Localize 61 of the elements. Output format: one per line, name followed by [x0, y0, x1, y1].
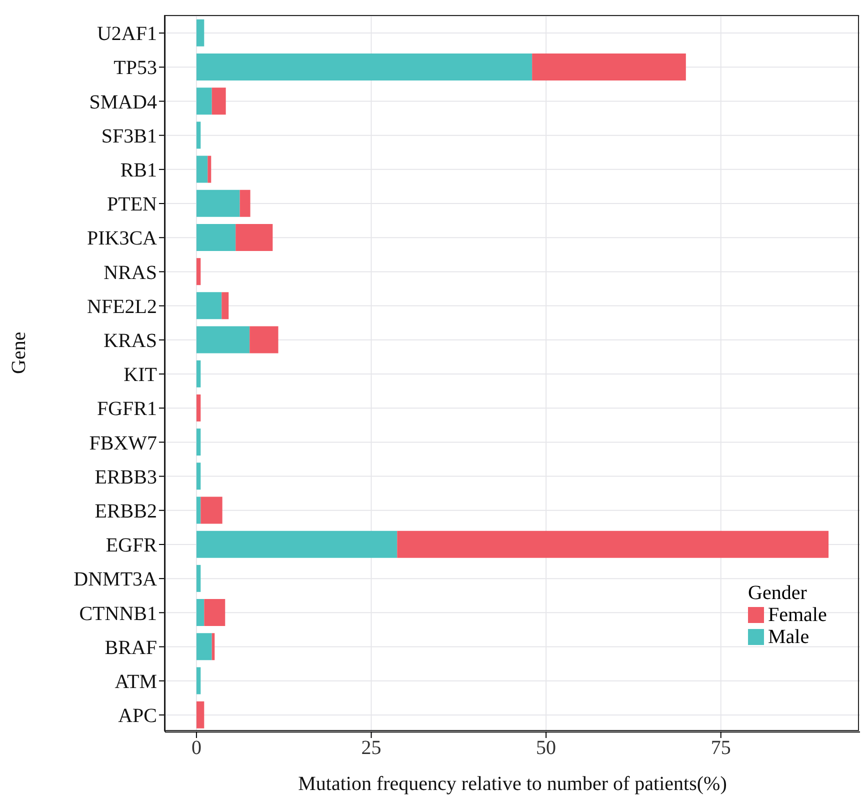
bar: [196, 564, 201, 592]
y-tick-label: RB1: [120, 160, 157, 182]
bar: [196, 122, 201, 149]
x-tick-label: 50: [536, 737, 556, 760]
legend-title: Gender: [748, 582, 808, 604]
y-tick-label: TP53: [114, 57, 157, 80]
bar: [240, 190, 250, 217]
y-axis-title: Gene: [8, 332, 30, 374]
bar: [196, 19, 204, 46]
bar: [196, 292, 222, 320]
y-tick-label: SMAD4: [89, 91, 157, 114]
bar: [532, 54, 686, 81]
y-tick-label: KRAS: [104, 330, 157, 352]
y-tick-label: SF3B1: [101, 125, 157, 148]
bar: [200, 496, 222, 524]
y-tick-label: EGFR: [106, 534, 158, 557]
y-tick-label: ERBB2: [94, 500, 157, 522]
bar: [196, 88, 212, 115]
bar: [196, 360, 201, 388]
bar: [397, 530, 829, 558]
bar: [196, 428, 201, 456]
x-axis-title: Mutation frequency relative to number of patients(%): [298, 773, 727, 795]
y-tick-label: PIK3CA: [86, 228, 158, 250]
x-tick-label: 0: [191, 737, 202, 760]
y-tick-label: ERBB3: [94, 466, 157, 488]
bar: [196, 496, 201, 524]
y-tick-label: NFE2L2: [87, 296, 157, 318]
y-tick-label: U2AF1: [96, 23, 157, 46]
bar: [196, 462, 201, 490]
legend-label: Female: [768, 604, 827, 626]
x-tick-label: 25: [361, 737, 382, 760]
bar: [196, 633, 212, 660]
y-tick-label: KIT: [124, 364, 157, 386]
bar: [196, 224, 236, 251]
x-tick-label: 75: [710, 737, 731, 760]
bar: [196, 326, 250, 354]
legend-label: Male: [768, 626, 810, 648]
bar: [212, 88, 226, 115]
y-tick-label: ATM: [114, 670, 158, 693]
y-tick-label: DNMT3A: [74, 568, 158, 591]
bar: [196, 667, 201, 694]
bar: [196, 190, 240, 217]
y-tick-label: NRAS: [104, 262, 157, 284]
y-tick-label: APC: [118, 705, 157, 728]
bar: [196, 258, 201, 286]
bar: [196, 701, 204, 728]
y-tick-label: CTNNB1: [79, 602, 157, 625]
bar: [250, 326, 278, 354]
bar: [204, 599, 226, 626]
y-tick-label: BRAF: [104, 636, 157, 659]
bar: [208, 156, 212, 183]
bar: [236, 224, 273, 251]
bar: [222, 292, 229, 320]
bar: [196, 54, 532, 81]
y-tick-label: FBXW7: [89, 432, 157, 454]
bar: [196, 156, 208, 183]
bar: [196, 530, 398, 558]
y-tick-label: FGFR1: [96, 398, 157, 420]
y-tick-label: PTEN: [107, 194, 157, 216]
bar: [196, 599, 204, 626]
bar: [196, 394, 201, 422]
